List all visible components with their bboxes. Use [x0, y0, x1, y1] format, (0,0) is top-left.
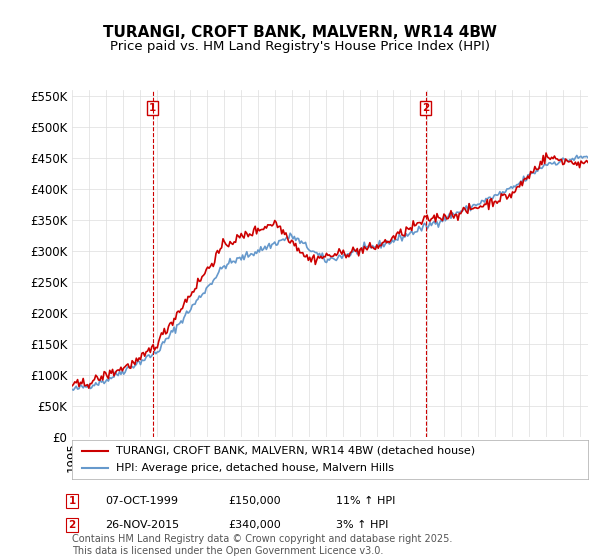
Text: £150,000: £150,000 [228, 496, 281, 506]
Text: Contains HM Land Registry data © Crown copyright and database right 2025.
This d: Contains HM Land Registry data © Crown c… [72, 534, 452, 556]
Text: 07-OCT-1999: 07-OCT-1999 [105, 496, 178, 506]
Text: 2: 2 [422, 103, 429, 113]
Text: 26-NOV-2015: 26-NOV-2015 [105, 520, 179, 530]
Text: TURANGI, CROFT BANK, MALVERN, WR14 4BW: TURANGI, CROFT BANK, MALVERN, WR14 4BW [103, 25, 497, 40]
Text: TURANGI, CROFT BANK, MALVERN, WR14 4BW (detached house): TURANGI, CROFT BANK, MALVERN, WR14 4BW (… [116, 446, 475, 456]
Text: Price paid vs. HM Land Registry's House Price Index (HPI): Price paid vs. HM Land Registry's House … [110, 40, 490, 53]
Text: 2: 2 [68, 520, 76, 530]
Text: 11% ↑ HPI: 11% ↑ HPI [336, 496, 395, 506]
Text: 3% ↑ HPI: 3% ↑ HPI [336, 520, 388, 530]
Text: HPI: Average price, detached house, Malvern Hills: HPI: Average price, detached house, Malv… [116, 463, 394, 473]
Text: 1: 1 [68, 496, 76, 506]
Text: 1: 1 [149, 103, 157, 113]
Text: £340,000: £340,000 [228, 520, 281, 530]
